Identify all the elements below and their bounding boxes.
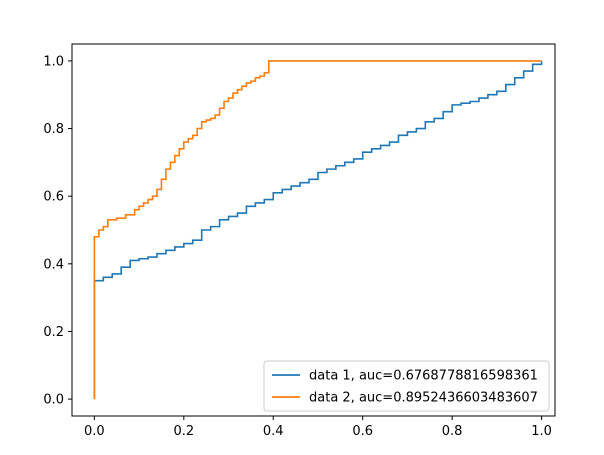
- x-tick-label: 1.0: [531, 424, 552, 439]
- tick-layer: 0.0 0.2 0.4 0.6 0.8 1.0 0.0 0.2 0.4 0.6 0.8 1.0: [43, 54, 552, 439]
- x-tick-label: 0.6: [352, 424, 373, 439]
- series-line-2: [93, 60, 542, 400]
- axes-frame: [71, 43, 556, 417]
- x-tick-label: 0.8: [442, 424, 463, 439]
- legend-label-2: data 2, auc=0.8952436603483607: [309, 391, 538, 406]
- plot-area: [93, 60, 543, 400]
- y-tick-label: 0.0: [43, 393, 64, 408]
- y-tick-label: 1.0: [43, 54, 64, 69]
- x-tick-label: 0.2: [173, 424, 194, 439]
- legend: data 1, auc=0.6768778816598361 data 2, au…: [263, 360, 550, 412]
- y-tick-label: 0.6: [43, 190, 64, 205]
- y-tick-label: 0.2: [43, 325, 64, 340]
- legend-label-1: data 1, auc=0.6768778816598361: [309, 369, 538, 384]
- x-tick-label: 0.0: [84, 424, 105, 439]
- y-tick-label: 0.8: [43, 122, 64, 137]
- y-tick-label: 0.4: [43, 257, 64, 272]
- x-tick-label: 0.4: [263, 424, 284, 439]
- legend-box: [263, 360, 550, 412]
- series-line-1: [93, 60, 543, 400]
